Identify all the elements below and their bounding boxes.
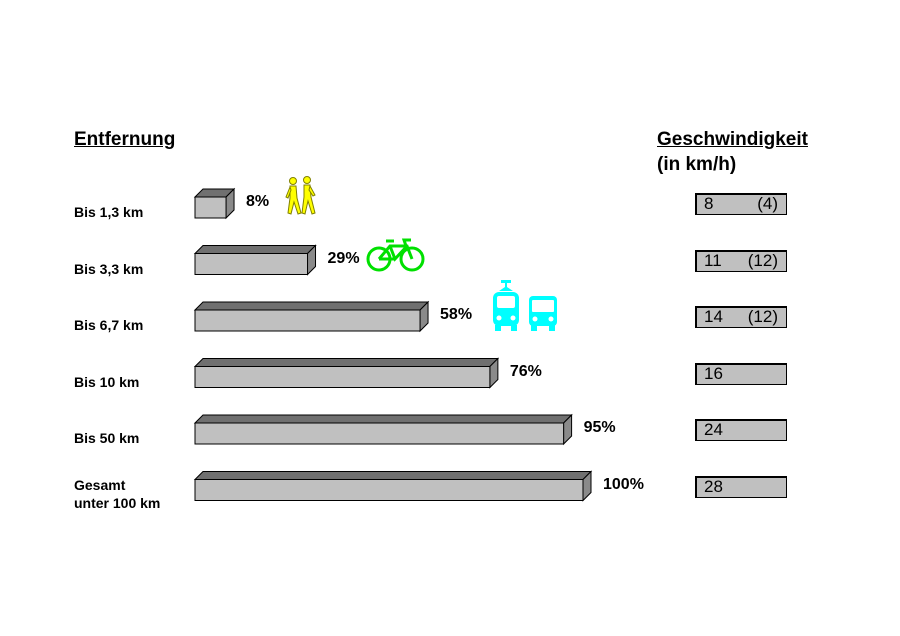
speed-box: 14 (12) [695,306,787,328]
speed-value: 28 [704,476,723,496]
bar [193,300,430,333]
bar-front-face [194,309,421,332]
pedestrians-icon [285,176,316,215]
bar [193,244,317,276]
category-label: Gesamt unter 100 km [74,476,161,511]
value-label: 76% [509,362,542,380]
bar-front-face [194,479,584,501]
bar-front-face [194,366,491,388]
value-label: 95% [583,419,616,436]
bar-top-face [193,414,573,424]
bar-top-face [193,358,500,367]
category-label: Bis 6,7 km [74,317,144,333]
bar-top-face [193,245,317,254]
speed-value: 11 [704,250,722,270]
speed-heading: Geschwindigkeit [657,129,808,150]
bar-front-face [194,422,565,445]
bar-top-face [193,471,593,480]
value-label: 29% [327,249,360,267]
value-label: 58% [440,306,473,323]
speed-alt-value: (12) [747,250,778,270]
bar [193,187,236,220]
speed-box: 16 [695,362,787,385]
speed-value: 8 [704,194,714,213]
speed-box: 24 [695,419,787,441]
speed-box: 8 (4) [695,193,787,215]
category-label: Bis 50 km [74,430,140,446]
speed-value: 14 [704,307,723,326]
speed-box: 28 [695,475,787,498]
bar [193,413,573,446]
bar-top-face [193,301,430,311]
category-label: Bis 3,3 km [74,260,144,277]
speed-value: 16 [704,363,723,383]
tram-icon [493,280,519,331]
bar-front-face [194,196,227,219]
speed-alt-value: (12) [747,307,778,326]
speed-box: 11 (12) [695,249,787,272]
bar [193,357,500,389]
bus-icon [529,296,557,331]
bar [193,470,593,502]
speed-unit-label: (in km/h) [657,154,737,175]
speed-value: 24 [704,420,723,439]
bicycle-icon [366,238,425,272]
value-label: 100% [603,475,644,493]
bar-front-face [194,253,309,275]
category-label: Bis 1,3 km [74,204,144,220]
category-label: Bis 10 km [74,373,140,390]
distance-heading: Entfernung [74,129,176,150]
speed-alt-value: (4) [757,194,778,213]
value-label: 8% [246,193,270,210]
